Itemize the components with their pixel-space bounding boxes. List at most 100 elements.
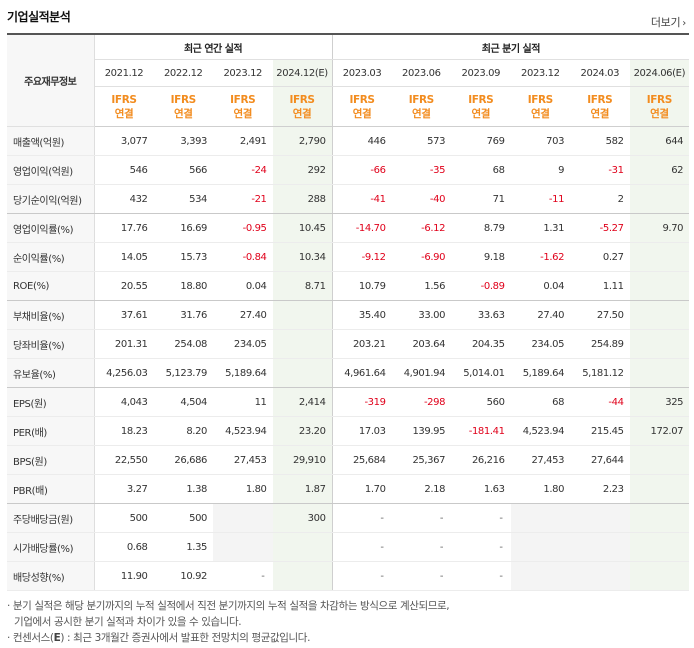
table-cell: 446: [331, 126, 392, 156]
table-cell: -0.84: [213, 242, 273, 272]
ifrs-label: IFRS: [587, 93, 613, 106]
consolidated-label: 연결: [412, 107, 431, 120]
table-cell: 9: [510, 155, 571, 185]
table-cell: -6.90: [391, 242, 452, 272]
table-cell: 17.76: [93, 213, 154, 243]
row-label: PER(배): [7, 416, 95, 446]
table-cell: 1.31: [510, 213, 571, 243]
table-cell: 201.31: [93, 329, 154, 359]
table-cell: -: [391, 561, 452, 591]
table-cell: 566: [153, 155, 213, 185]
ifrs-label: IFRS: [408, 93, 435, 106]
ifrs-label: IFRS: [170, 93, 197, 106]
table-row: 당좌비율(%) 201.31 254.08 234.05 203.21 203.64 204…: [7, 329, 690, 359]
table-row: 순이익률(%) 14.05 15.73 -0.84 10.34 -9.12 -6.90 9.1…: [7, 242, 690, 272]
table-cell: 4,523.94: [213, 416, 273, 446]
table-cell: 1.63: [451, 474, 511, 504]
table-cell: 5,189.64: [510, 358, 571, 388]
table-cell: 26,686: [153, 445, 213, 475]
table-cell: [570, 503, 630, 533]
table-cell: 3,077: [93, 126, 154, 156]
table-cell: [629, 445, 690, 475]
table-cell: 1.11: [570, 271, 630, 301]
header-group-row: 주요재무정보 최근 연간 실적 최근 분기 실적: [7, 35, 690, 127]
period-header: 2023.12: [510, 59, 571, 87]
table-cell: -44: [570, 387, 630, 417]
table-cell: -: [451, 503, 511, 533]
consolidated-label: 연결: [233, 107, 253, 120]
table-cell: 31.76: [153, 300, 213, 330]
table-row: ROE(%) 20.55 18.80 0.04 8.71 10.79 1.56 -0.89 0.…: [7, 271, 690, 301]
table-cell: 27.40: [213, 300, 273, 330]
financial-table: 주요재무정보 최근 연간 실적 최근 분기 실적 2021.12 2022.12 2023…: [7, 35, 690, 591]
table-cell: 644: [629, 126, 690, 156]
table-cell: 2,491: [213, 126, 273, 156]
ifrs-label: IFRS: [468, 93, 494, 106]
table-cell: 4,523.94: [510, 416, 571, 446]
table-cell: 37.61: [93, 300, 154, 330]
table-cell: [629, 474, 690, 504]
table-cell: 8.79: [451, 213, 511, 243]
note-line-3-prefix: · 컨센서스(: [7, 632, 54, 644]
row-header-label: 주요재무정보: [7, 35, 95, 127]
table-cell: 2,414: [272, 387, 333, 417]
row-label: ROE(%): [7, 271, 95, 301]
table-cell: 254.89: [570, 329, 630, 359]
period-header: 2023.03: [331, 59, 392, 87]
table-cell: 582: [570, 126, 630, 156]
more-link[interactable]: 더보기 ›: [651, 14, 686, 30]
table-cell: -: [213, 561, 273, 591]
table-cell: -: [331, 532, 392, 562]
table-cell: [510, 532, 571, 562]
table-cell: [510, 561, 571, 591]
consolidated-label: 연결: [352, 107, 372, 120]
table-cell: [629, 532, 690, 562]
table-row: PBR(배) 3.27 1.38 1.80 1.87 1.70 2.18 1.63 1.80 2.…: [7, 474, 690, 504]
table-cell: 27.50: [570, 300, 630, 330]
table-cell: 25,367: [391, 445, 452, 475]
table-cell: [570, 561, 630, 591]
table-cell: [629, 242, 690, 272]
period-header: 2024.06(E): [629, 59, 690, 87]
table-cell: 500: [153, 503, 213, 533]
table-cell: -24: [213, 155, 273, 185]
table-cell: 25,684: [331, 445, 392, 475]
table-cell: 4,901.94: [391, 358, 452, 388]
table-cell: 325: [629, 387, 690, 417]
ifrs-header: IFRS 연결: [93, 86, 154, 127]
ifrs-label: IFRS: [349, 93, 375, 106]
table-cell: 500: [93, 503, 154, 533]
consolidated-label: 연결: [114, 107, 134, 120]
table-cell: -35: [391, 155, 452, 185]
table-cell: 1.38: [153, 474, 213, 504]
table-cell: -: [451, 532, 511, 562]
table-cell: 703: [510, 126, 571, 156]
group-quarter: 최근 분기 실적: [331, 35, 690, 60]
table-cell: 35.40: [331, 300, 392, 330]
table-cell: 1.80: [213, 474, 273, 504]
table-cell: -6.12: [391, 213, 452, 243]
table-cell: -0.89: [451, 271, 511, 301]
table-cell: 1.35: [153, 532, 213, 562]
table-cell: -40: [391, 184, 452, 214]
table-cell: 18.23: [93, 416, 154, 446]
table-cell: 10.45: [272, 213, 333, 243]
table-cell: 23.20: [272, 416, 333, 446]
table-row: 영업이익(억원) 546 566 -24 292 -66 -35 68 9 -31 62: [7, 155, 690, 185]
table-row: BPS(원) 22,550 26,686 27,453 29,910 25,684 25,3…: [7, 445, 690, 475]
ifrs-header: IFRS 연결: [629, 86, 690, 127]
table-row: 부채비율(%) 37.61 31.76 27.40 35.40 33.00 33.63 27.…: [7, 300, 690, 330]
table-cell: [629, 300, 690, 330]
table-row: 매출액(억원) 3,077 3,393 2,491 2,790 446 573 769 703 5…: [7, 126, 690, 156]
table-cell: -1.62: [510, 242, 571, 272]
table-cell: [272, 329, 333, 359]
table-cell: 234.05: [213, 329, 273, 359]
table-cell: 172.07: [629, 416, 690, 446]
table-cell: [629, 503, 690, 533]
table-cell: 27,453: [510, 445, 571, 475]
table-cell: -319: [331, 387, 392, 417]
table-cell: 5,189.64: [213, 358, 273, 388]
table-cell: 1.80: [510, 474, 571, 504]
consolidated-label: 연결: [590, 107, 610, 120]
footnotes: · 분기 실적은 해당 분기까지의 누적 실적에서 직전 분기까지의 누적 실적…: [7, 598, 450, 646]
